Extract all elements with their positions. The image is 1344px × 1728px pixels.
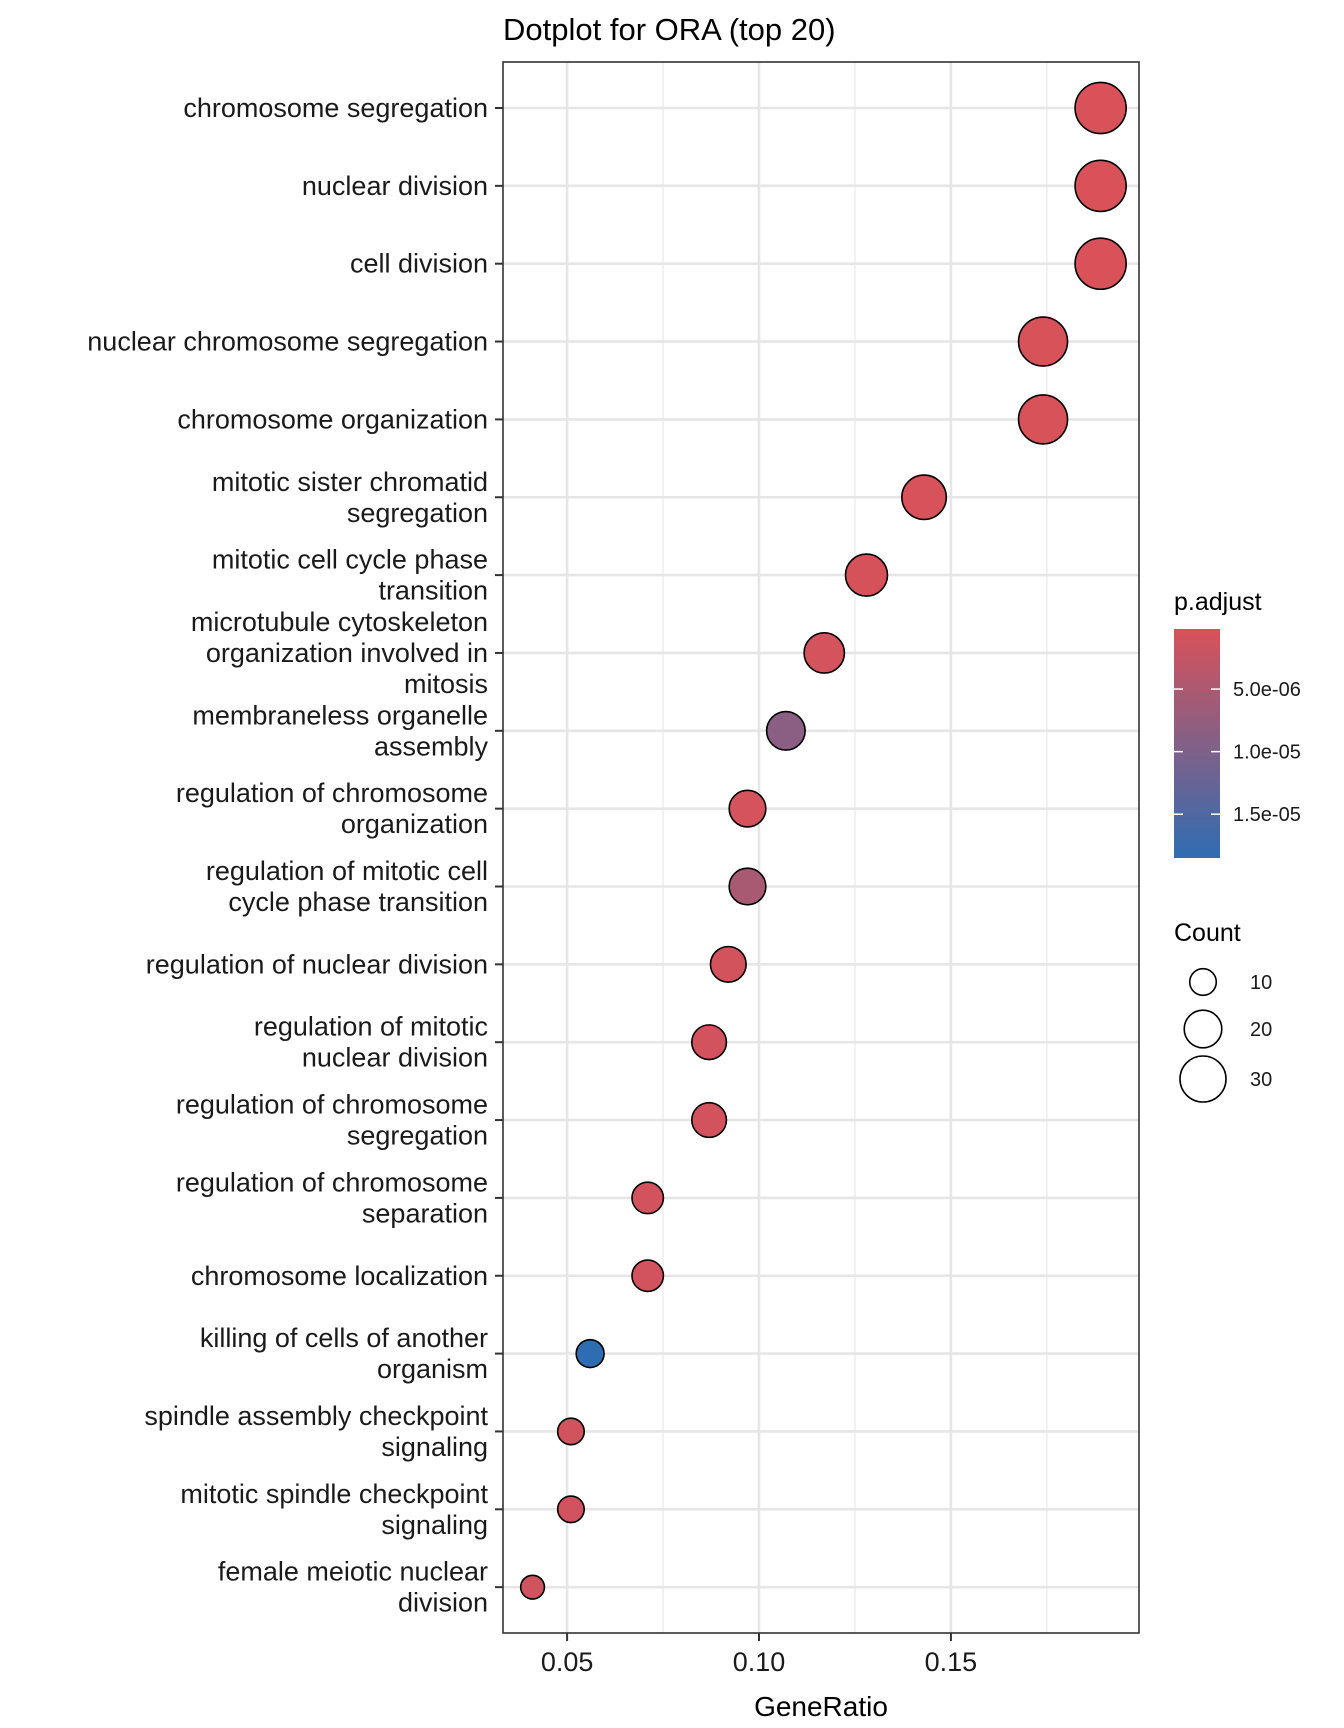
- size-key-label: 10: [1250, 972, 1272, 994]
- y-tick-label-line: signaling: [381, 1432, 488, 1462]
- y-tick-label: chromosome segregation: [183, 93, 488, 123]
- point-chromosome-segregation: [1074, 81, 1127, 135]
- point-mitotic-spindle-checkpoint-signaling: [556, 1495, 586, 1524]
- size-key-label: 30: [1250, 1069, 1272, 1091]
- colorbar-tick-label: 1.5e-05: [1233, 804, 1301, 826]
- point-nuclear-chromosome-segregation: [1017, 316, 1069, 367]
- y-tick-label: microtubule cytoskeleton organization inv…: [191, 607, 488, 699]
- plot-panel-border: [502, 61, 1140, 1634]
- x-axis: 0.05 0.10 0.15: [541, 1633, 977, 1677]
- point-regulation-of-chromosome-segregation: [690, 1101, 728, 1139]
- y-tick-label: nuclear chromosome segregation: [87, 327, 488, 357]
- y-tick-label: female meiotic nuclear division: [218, 1557, 488, 1618]
- y-tick-label: regulation of mitotic cell cycle phase tr…: [206, 856, 488, 917]
- y-tick-label-line: cell division: [350, 249, 488, 279]
- plot-panel-background: [503, 62, 1139, 1633]
- size-legend-title: Count: [1174, 919, 1241, 947]
- y-tick-label-line: mitosis: [404, 669, 488, 699]
- point-chromosome-organization: [1017, 394, 1069, 445]
- y-tick-label-line: division: [398, 1588, 488, 1618]
- points: [519, 81, 1127, 1600]
- y-tick-label-line: regulation of chromosome: [176, 778, 488, 808]
- point-chromosome-localization: [631, 1259, 665, 1293]
- size-key-circle: [1188, 967, 1218, 997]
- y-tick-label-line: killing of cells of another: [200, 1323, 488, 1353]
- y-tick-label-line: microtubule cytoskeleton: [191, 607, 488, 637]
- x-axis-title: GeneRatio: [754, 1691, 888, 1722]
- y-tick-label-line: assembly: [374, 731, 489, 761]
- y-tick-label-line: mitotic spindle checkpoint: [180, 1479, 488, 1509]
- y-tick-label-line: chromosome localization: [191, 1261, 488, 1291]
- y-tick-label: regulation of chromosome segregation: [176, 1090, 488, 1151]
- y-tick-label: membraneless organelle assembly: [192, 700, 488, 761]
- y-tick-label-line: regulation of mitotic: [254, 1012, 488, 1042]
- y-tick-label-line: female meiotic nuclear: [218, 1557, 488, 1587]
- y-tick-label-line: separation: [362, 1198, 488, 1228]
- y-tick-label-line: transition: [378, 576, 488, 606]
- y-tick-label: chromosome localization: [191, 1261, 488, 1291]
- y-tick-label-line: nuclear division: [302, 1043, 488, 1073]
- point-cell-division: [1074, 237, 1127, 291]
- colorbar-tick-label: 5.0e-06: [1233, 679, 1301, 701]
- point-female-meiotic-nuclear-division: [519, 1574, 546, 1600]
- point-nuclear-division: [1074, 159, 1127, 213]
- y-tick-label-line: membraneless organelle: [192, 700, 488, 730]
- y-tick-label-line: regulation of chromosome: [176, 1090, 488, 1120]
- point-microtubule-cytoskeleton-organization-involved-in-mitosis: [803, 632, 846, 674]
- y-tick-label-line: cycle phase transition: [228, 887, 488, 917]
- point-regulation-of-nuclear-division: [709, 945, 747, 983]
- y-tick-label: spindle assembly checkpoint signaling: [144, 1401, 488, 1462]
- size-legend: Count 10 20 30: [1174, 919, 1272, 1103]
- size-key-circle: [1183, 1009, 1223, 1049]
- point-regulation-of-chromosome-organization: [728, 789, 767, 828]
- colorbar: [1174, 629, 1220, 858]
- y-tick-label-line: regulation of nuclear division: [146, 949, 488, 979]
- point-mitotic-sister-chromatid-segregation: [901, 474, 948, 521]
- point-membraneless-organelle-assembly: [765, 710, 806, 751]
- y-tick-label-line: segregation: [347, 498, 488, 528]
- y-tick-label-line: regulation of mitotic cell: [206, 856, 488, 886]
- y-tick-label: cell division: [350, 249, 488, 279]
- y-tick-label: mitotic sister chromatid segregation: [212, 467, 488, 528]
- y-tick-label-line: organism: [377, 1354, 488, 1384]
- y-tick-label-line: signaling: [381, 1510, 488, 1540]
- point-regulation-of-mitotic-cell-cycle-phase-transition: [728, 867, 767, 906]
- x-tick-label: 0.10: [733, 1647, 786, 1677]
- x-tick-label: 0.05: [541, 1647, 594, 1677]
- y-tick-label: regulation of chromosome organization: [176, 778, 488, 839]
- point-spindle-assembly-checkpoint-signaling: [556, 1417, 586, 1446]
- y-tick-label-line: nuclear division: [302, 171, 488, 201]
- y-tick-label-line: mitotic sister chromatid: [212, 467, 488, 497]
- y-tick-label: mitotic spindle checkpoint signaling: [180, 1479, 488, 1540]
- x-tick-label: 0.15: [925, 1647, 978, 1677]
- point-killing-of-cells-of-another-organism: [575, 1338, 605, 1369]
- point-regulation-of-chromosome-separation: [631, 1181, 665, 1215]
- color-legend-title: p.adjust: [1174, 588, 1262, 616]
- y-tick-label-line: spindle assembly checkpoint: [144, 1401, 488, 1431]
- point-mitotic-cell-cycle-phase-transition: [844, 553, 889, 597]
- point-regulation-of-mitotic-nuclear-division: [690, 1024, 728, 1061]
- y-tick-label-line: organization involved in: [206, 638, 488, 668]
- y-tick-label-line: regulation of chromosome: [176, 1167, 488, 1197]
- y-tick-label: regulation of nuclear division: [146, 949, 488, 979]
- y-tick-label: chromosome organization: [177, 404, 488, 434]
- y-tick-label: nuclear division: [302, 171, 488, 201]
- y-tick-label: regulation of mitotic nuclear division: [254, 1012, 488, 1073]
- y-tick-label: regulation of chromosome separation: [176, 1167, 488, 1228]
- colorbar-tick-label: 1.0e-05: [1233, 742, 1301, 764]
- y-tick-label-line: mitotic cell cycle phase: [212, 545, 488, 575]
- color-legend: p.adjust 5.0e-06 1.0e-05 1.5e-05: [1174, 588, 1301, 858]
- y-tick-label: mitotic cell cycle phase transition: [212, 545, 488, 606]
- y-tick-label: killing of cells of another organism: [200, 1323, 488, 1384]
- y-tick-label-line: chromosome organization: [177, 404, 488, 434]
- size-key-circle: [1179, 1055, 1227, 1103]
- chart-title: Dotplot for ORA (top 20): [503, 12, 836, 47]
- y-tick-label-line: nuclear chromosome segregation: [87, 327, 488, 357]
- size-key-label: 20: [1250, 1019, 1272, 1041]
- y-tick-label-line: organization: [341, 809, 488, 839]
- y-tick-label-line: chromosome segregation: [183, 93, 488, 123]
- y-tick-label-line: segregation: [347, 1121, 488, 1151]
- y-axis: chromosome segregation nuclear division ce…: [87, 93, 503, 1618]
